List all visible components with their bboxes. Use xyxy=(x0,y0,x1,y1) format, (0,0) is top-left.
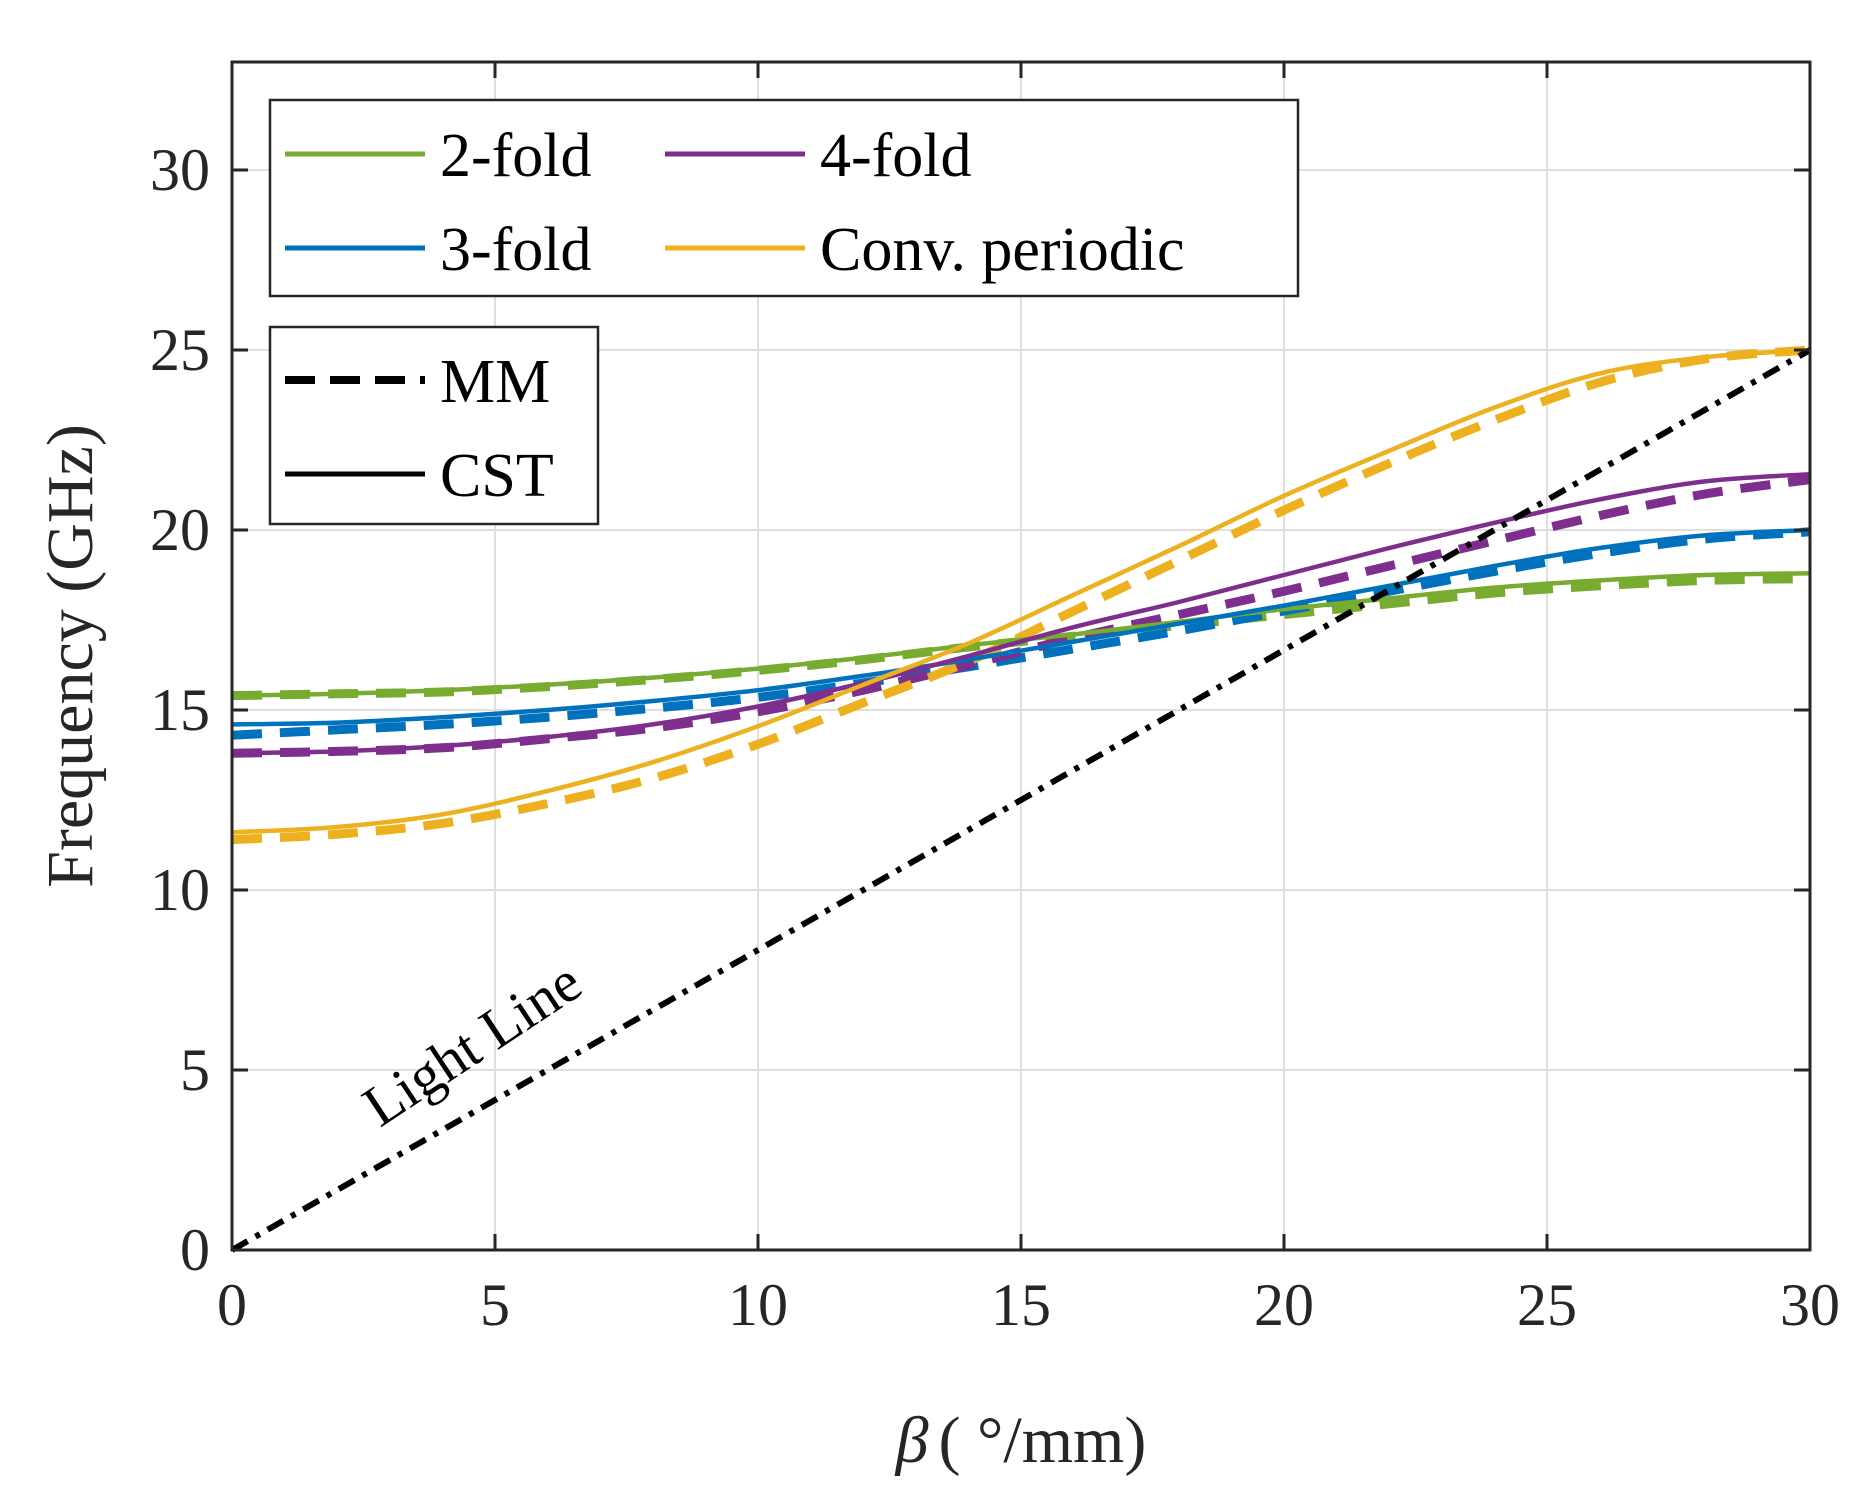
y-tick-label: 25 xyxy=(150,317,210,383)
y-tick-label: 0 xyxy=(180,1217,210,1283)
series-line-conv-periodic-cst xyxy=(231,347,1811,835)
series-line-3-fold-mm xyxy=(231,527,1811,740)
x-tick-label: 25 xyxy=(1517,1272,1577,1338)
legend-label-2-fold: 2-fold xyxy=(440,122,592,190)
x-tick-label: 15 xyxy=(991,1272,1051,1338)
x-axis-unit: ( °/mm) xyxy=(939,1404,1147,1477)
x-tick-label: 5 xyxy=(480,1272,510,1338)
legend-label-4-fold: 4-fold xyxy=(820,122,972,190)
legend-label-cst: CST xyxy=(440,442,554,510)
series-line-4-fold-cst xyxy=(231,471,1811,756)
y-tick-label: 20 xyxy=(150,497,210,563)
legend-series-box xyxy=(268,98,1300,298)
y-tick-label: 5 xyxy=(180,1037,210,1103)
x-tick-label: 20 xyxy=(1254,1272,1314,1338)
legend-methods: MM CST xyxy=(268,325,600,526)
series-line-3-fold-cst xyxy=(231,527,1811,727)
x-axis-symbol: β xyxy=(894,1404,929,1477)
series-group xyxy=(230,345,1812,1253)
y-tick-label: 10 xyxy=(150,857,210,923)
x-axis-label: β( °/mm) xyxy=(894,1404,1147,1477)
x-tick-label: 0 xyxy=(217,1272,247,1338)
x-tick-label: 10 xyxy=(728,1272,788,1338)
ticks: 0 5 10 15 20 25 30 0 5 10 15 20 25 30 xyxy=(150,62,1840,1338)
legend-label-mm: MM xyxy=(440,348,550,416)
legend-series: 2-fold 4-fold 3-fold Conv. periodic xyxy=(268,98,1300,298)
legend-methods-box xyxy=(268,325,600,526)
legend-label-conv-periodic: Conv. periodic xyxy=(820,216,1184,284)
y-axis-label: Frequency (GHz) xyxy=(34,424,107,888)
series-line-conv-periodic-mm xyxy=(231,345,1811,845)
series-line-light-line xyxy=(230,347,1812,1253)
legend-label-3-fold: 3-fold xyxy=(440,216,592,284)
y-tick-label: 15 xyxy=(150,677,210,743)
y-tick-label: 30 xyxy=(150,137,210,203)
x-tick-label: 30 xyxy=(1780,1272,1840,1338)
